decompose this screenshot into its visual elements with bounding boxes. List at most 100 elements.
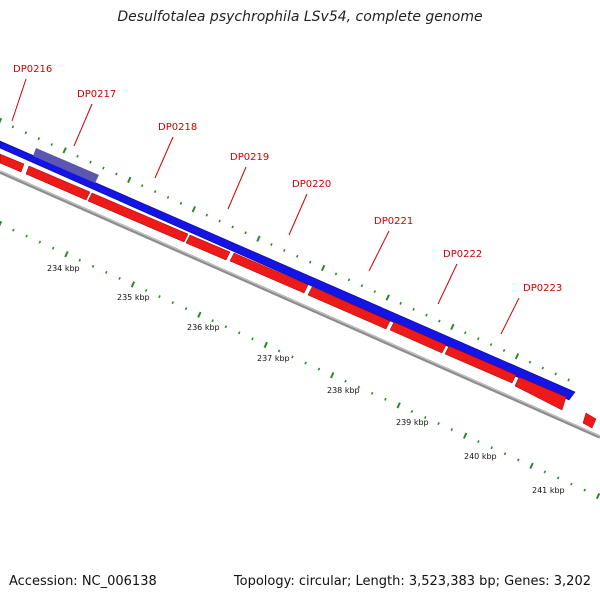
minor-tick	[11, 125, 15, 129]
gene-labels: DP0216 DP0217 DP0218 DP0219 DP0220 DP022…	[13, 64, 562, 294]
minor-tick	[283, 248, 286, 252]
gene-label[interactable]: DP0217	[77, 89, 116, 100]
major-tick	[462, 432, 468, 439]
outer-tick-ring	[0, 117, 570, 382]
leader-line	[500, 297, 520, 335]
gene-label[interactable]: DP0218	[158, 122, 197, 133]
position-label: 234 kbp	[47, 264, 80, 273]
minor-tick	[25, 234, 28, 238]
minor-tick	[24, 131, 28, 135]
minor-tick	[344, 379, 347, 383]
minor-tick	[556, 476, 560, 480]
major-tick	[130, 281, 136, 288]
minor-tick	[76, 154, 79, 158]
minor-tick	[291, 355, 294, 359]
major-tick	[514, 353, 520, 360]
minor-tick	[554, 372, 558, 376]
reverse-gene[interactable]	[514, 376, 567, 411]
major-tick	[450, 323, 455, 331]
gene-label[interactable]: DP0222	[443, 249, 482, 260]
reverse-gene[interactable]	[307, 286, 391, 330]
minor-tick	[425, 313, 428, 317]
inner-tick-ring	[0, 220, 600, 500]
minor-tick	[543, 470, 547, 474]
gene-label[interactable]: DP0220	[292, 179, 331, 190]
minor-tick	[50, 143, 53, 147]
minor-tick	[567, 378, 570, 382]
minor-tick	[211, 319, 214, 323]
position-label: 235 kbp	[117, 293, 150, 302]
minor-tick	[51, 246, 55, 250]
reverse-gene[interactable]	[87, 192, 189, 243]
minor-tick	[153, 190, 157, 194]
minor-tick	[277, 349, 281, 353]
minor-tick	[78, 258, 82, 262]
reverse-gene[interactable]	[444, 345, 517, 384]
minor-tick	[464, 331, 467, 335]
minor-tick	[357, 385, 361, 389]
minor-tick	[244, 231, 247, 235]
major-tick	[320, 264, 326, 272]
major-tick	[263, 341, 268, 349]
genome-summary: Topology: circular; Length: 3,523,383 bp…	[233, 574, 591, 589]
major-tick	[385, 294, 390, 301]
highlighted-gene[interactable]	[33, 148, 99, 183]
leader-line	[437, 263, 458, 305]
reverse-gene[interactable]	[0, 153, 25, 173]
minor-tick	[438, 319, 441, 323]
reverse-gene[interactable]	[389, 321, 447, 354]
minor-tick	[541, 366, 545, 370]
gene-label[interactable]: DP0221	[374, 216, 413, 227]
minor-tick	[105, 270, 108, 274]
genome-backbone	[0, 170, 600, 439]
position-label: 241 kbp	[532, 486, 565, 495]
leader-line	[368, 230, 390, 272]
gene-label[interactable]: DP0219	[230, 152, 269, 163]
major-tick	[64, 251, 69, 258]
gene-label[interactable]: DP0216	[13, 64, 52, 75]
gene-label-leaders	[11, 78, 520, 335]
minor-tick	[144, 289, 148, 292]
leader-line	[227, 166, 247, 210]
minor-tick	[38, 240, 42, 244]
title-suffix: , complete genome	[346, 9, 483, 25]
minor-tick	[502, 348, 506, 352]
forward-strand-track	[0, 140, 576, 401]
minor-tick	[517, 458, 520, 462]
major-tick	[330, 371, 335, 379]
minor-tick	[295, 254, 299, 258]
minor-tick	[423, 416, 427, 419]
position-label: 238 kbp	[327, 386, 360, 395]
minor-tick	[140, 184, 144, 188]
genome-backbone-highlight	[0, 170, 600, 437]
minor-tick	[334, 272, 338, 276]
minor-tick	[224, 325, 228, 329]
major-tick	[396, 402, 401, 409]
leader-line	[154, 136, 174, 179]
minor-tick	[12, 228, 15, 232]
reverse-gene[interactable]	[25, 165, 91, 201]
minor-tick	[477, 440, 480, 444]
reverse-gene[interactable]	[582, 412, 597, 429]
minor-tick	[360, 284, 364, 288]
minor-tick	[308, 260, 312, 264]
position-label: 239 kbp	[396, 418, 429, 427]
major-tick	[191, 206, 197, 213]
minor-tick	[118, 276, 121, 280]
minor-tick	[184, 307, 188, 311]
minor-tick	[270, 243, 273, 247]
gene-label[interactable]: DP0223	[523, 283, 562, 294]
position-label: 237 kbp	[257, 354, 290, 363]
major-tick	[529, 462, 534, 470]
reverse-gene[interactable]	[229, 252, 309, 294]
minor-tick	[158, 295, 161, 299]
minor-tick	[317, 367, 321, 371]
minor-tick	[570, 482, 573, 486]
minor-tick	[412, 307, 415, 311]
minor-tick	[231, 225, 234, 229]
minor-tick	[410, 409, 414, 413]
reverse-gene[interactable]	[185, 234, 231, 261]
forward-gene-track[interactable]	[0, 140, 576, 401]
minor-tick	[37, 137, 41, 141]
